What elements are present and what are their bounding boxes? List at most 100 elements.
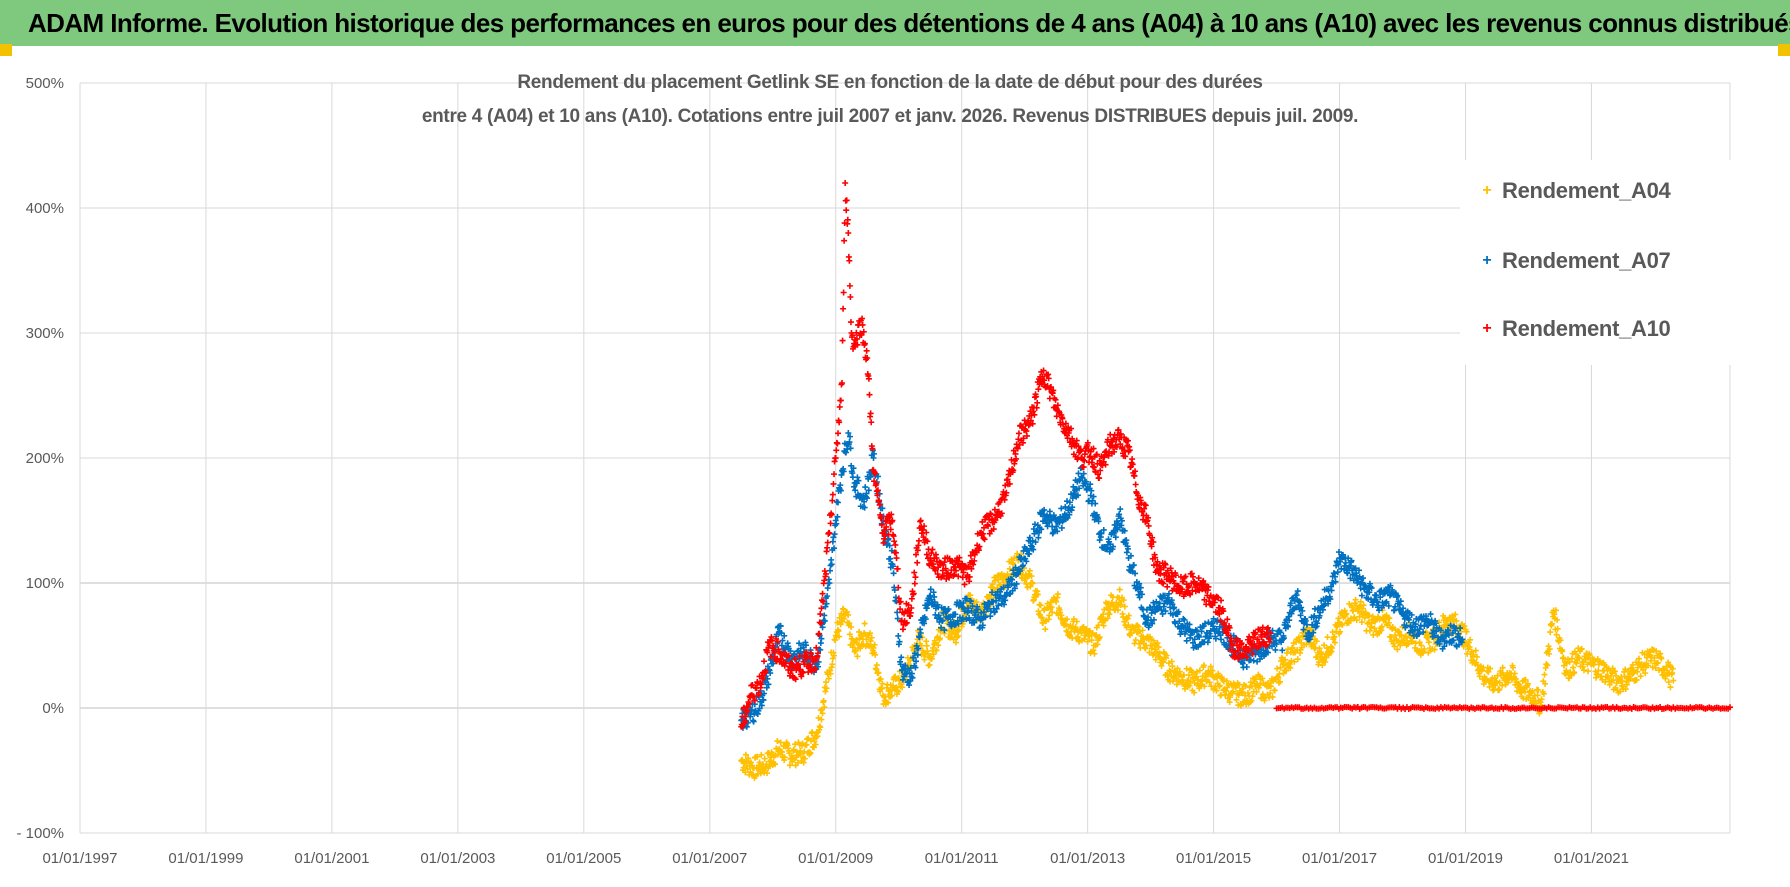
data-point	[781, 632, 788, 639]
data-point	[797, 645, 804, 652]
data-point	[1345, 555, 1352, 562]
data-point	[1489, 687, 1496, 694]
data-point	[852, 487, 859, 494]
data-point	[846, 282, 853, 289]
data-point	[1183, 637, 1190, 644]
data-point	[818, 605, 825, 612]
data-point	[1191, 680, 1198, 686]
data-point	[822, 679, 829, 686]
data-point	[1658, 655, 1665, 662]
data-point	[892, 676, 899, 683]
data-point	[1397, 598, 1404, 605]
data-point	[913, 658, 920, 665]
data-point	[878, 685, 885, 692]
data-point	[756, 705, 763, 712]
data-point	[765, 681, 772, 688]
data-point	[836, 403, 843, 410]
data-point	[1171, 604, 1178, 611]
data-point	[1065, 424, 1072, 431]
data-point	[951, 571, 958, 578]
data-point	[1073, 618, 1080, 625]
data-point	[829, 655, 836, 662]
data-point	[1331, 639, 1338, 646]
data-point	[1075, 443, 1082, 450]
data-point	[828, 511, 835, 518]
data-point	[1104, 436, 1111, 443]
data-point	[1203, 678, 1210, 685]
data-point	[835, 628, 842, 635]
data-point	[1006, 480, 1013, 487]
data-point	[1088, 487, 1095, 494]
data-point	[768, 637, 775, 644]
data-point	[1201, 596, 1208, 603]
data-point	[1421, 646, 1428, 653]
data-point	[1383, 598, 1390, 605]
data-point	[1200, 662, 1207, 669]
data-point	[1111, 448, 1118, 455]
data-point	[1299, 607, 1306, 614]
data-point	[936, 635, 943, 642]
data-point	[1187, 678, 1194, 685]
data-point	[1136, 628, 1143, 635]
data-point	[821, 577, 828, 584]
data-point	[1431, 646, 1438, 653]
data-point	[862, 484, 869, 491]
data-point	[1038, 526, 1045, 533]
data-point	[1217, 617, 1224, 624]
data-point	[938, 624, 945, 631]
data-point	[1132, 570, 1139, 577]
data-point	[779, 637, 786, 644]
data-point	[1182, 573, 1189, 580]
data-point	[1069, 504, 1076, 511]
data-point	[955, 620, 962, 627]
data-point	[908, 605, 915, 611]
data-point	[1124, 615, 1131, 622]
data-point	[1029, 543, 1036, 550]
data-point	[1468, 648, 1475, 655]
data-point	[879, 680, 886, 687]
data-point	[1098, 530, 1105, 537]
data-point	[1571, 669, 1578, 676]
data-point	[1607, 673, 1614, 680]
data-point	[843, 207, 850, 214]
data-point	[1226, 624, 1233, 631]
data-point	[1233, 635, 1240, 642]
data-point	[930, 651, 937, 658]
data-point	[744, 766, 751, 773]
data-point	[881, 535, 888, 542]
data-point	[1254, 636, 1261, 643]
data-point	[806, 661, 813, 668]
data-point	[1084, 638, 1091, 645]
data-point	[1148, 543, 1155, 550]
data-point	[928, 550, 935, 557]
data-point	[1427, 611, 1434, 618]
data-point	[874, 487, 881, 494]
data-point	[994, 514, 1001, 521]
data-point	[1080, 470, 1087, 477]
data-point	[1394, 646, 1401, 653]
data-point	[1365, 619, 1372, 626]
data-point	[796, 653, 803, 660]
data-point	[995, 602, 1002, 609]
data-point	[1073, 437, 1080, 444]
data-point	[990, 586, 997, 593]
data-point	[1357, 598, 1364, 605]
data-point	[1385, 602, 1392, 609]
data-point	[895, 632, 902, 639]
data-point	[832, 455, 839, 461]
data-point	[1142, 502, 1149, 509]
data-point	[928, 655, 935, 662]
data-point	[987, 511, 994, 518]
data-point	[1029, 580, 1036, 587]
data-point	[1048, 604, 1055, 611]
data-point	[914, 559, 921, 566]
data-point	[819, 624, 826, 631]
data-point	[956, 554, 963, 561]
data-point	[881, 526, 888, 533]
data-point	[1461, 623, 1468, 630]
data-point	[856, 628, 863, 635]
data-point	[839, 380, 846, 386]
data-point	[751, 697, 758, 704]
data-point	[1158, 607, 1165, 614]
data-point	[845, 611, 852, 618]
